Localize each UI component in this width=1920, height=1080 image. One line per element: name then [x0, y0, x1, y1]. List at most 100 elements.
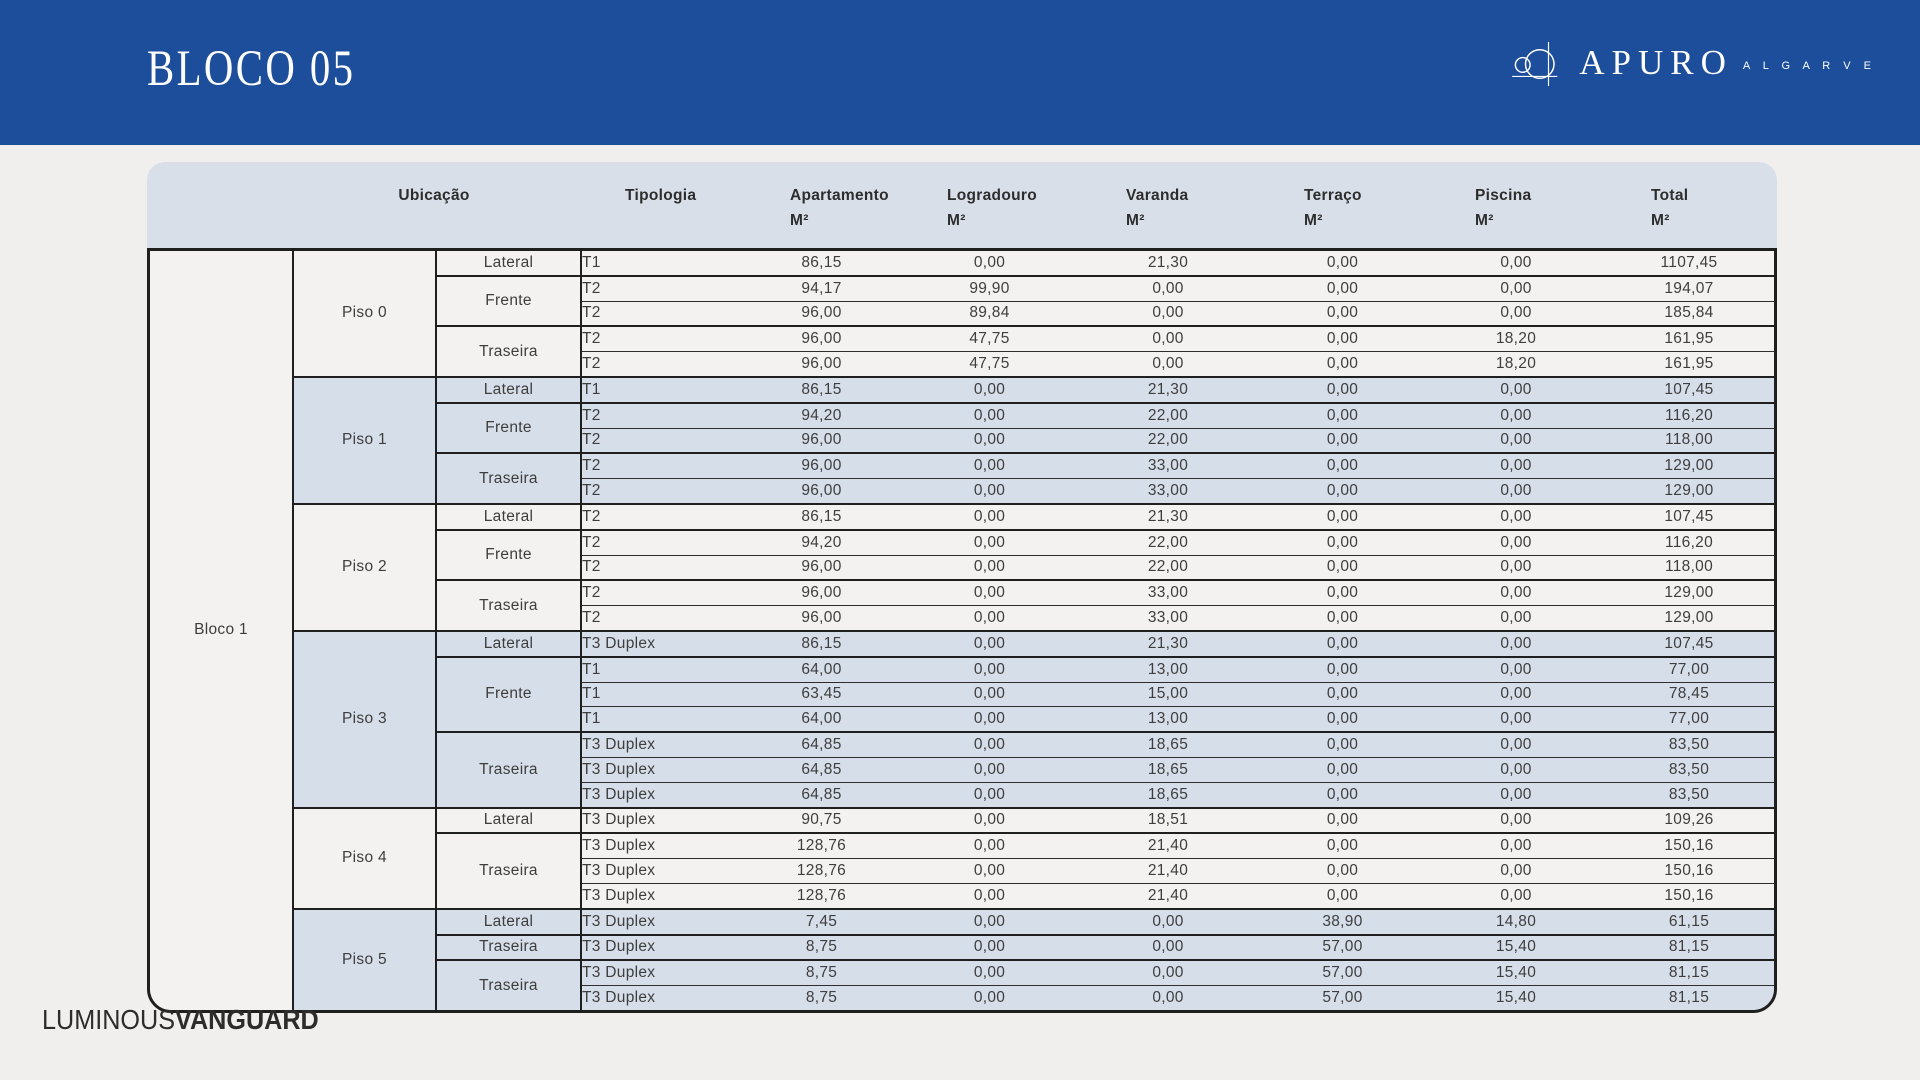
- value-cell-apartamento: 128,76: [743, 858, 900, 884]
- value-cell-logradouro: 0,00: [900, 401, 1079, 429]
- value-cell-terraço: 0,00: [1257, 781, 1428, 808]
- value-cell-terraço: 0,00: [1257, 554, 1428, 581]
- value-cell-varanda: 22,00: [1079, 427, 1257, 454]
- position-cell: Lateral: [436, 806, 582, 834]
- table-row: T3 Duplex 64,85 0,00 18,65 0,00 0,00 83,50: [150, 781, 1774, 808]
- value-cell-varanda: 0,00: [1079, 933, 1257, 961]
- table-row: Piso 4 Lateral T3 Duplex 90,75 0,00 18,51 0,00…: [150, 806, 1774, 909]
- value-cell-terraço: 0,00: [1257, 528, 1428, 556]
- tipologia-cell: T3 Duplex: [581, 882, 743, 909]
- tipologia-cell: T2: [581, 300, 743, 327]
- column-header-unit: M²: [1651, 212, 1670, 229]
- value-cell-varanda: 22,00: [1079, 401, 1257, 429]
- table-row: Frente T2 94,17 99,90 0,00 0,00 0,00 194,07: [150, 274, 1774, 327]
- piso-cell: Piso 5: [293, 907, 437, 1010]
- value-cell-logradouro: 0,00: [900, 882, 1079, 909]
- value-cell-apartamento: 8,75: [743, 959, 900, 986]
- table-row: Traseira T3 Duplex 64,85 0,00 18,65 0,00 0,00 8…: [150, 731, 1774, 808]
- value-cell-terraço: 0,00: [1257, 756, 1428, 783]
- value-cell-total: 78,45: [1604, 681, 1774, 707]
- value-cell-varanda: 0,00: [1079, 325, 1257, 352]
- value-cell-piscina: 0,00: [1428, 554, 1604, 581]
- value-cell-logradouro: 0,00: [900, 251, 1079, 276]
- tipologia-cell: T1: [581, 706, 743, 733]
- value-cell-logradouro: 0,00: [900, 375, 1079, 403]
- value-cell-terraço: 0,00: [1257, 478, 1428, 504]
- position-cell: Lateral: [436, 629, 582, 657]
- value-cell-logradouro: 0,00: [900, 528, 1079, 556]
- value-cell-logradouro: 47,75: [900, 351, 1079, 377]
- tipologia-cell: T2: [581, 452, 743, 479]
- value-cell-total: 194,07: [1604, 274, 1774, 302]
- value-cell-piscina: 0,00: [1428, 375, 1604, 403]
- piso-cell: Piso 2: [293, 502, 437, 631]
- value-cell-varanda: 21,30: [1079, 502, 1257, 530]
- table-row: Traseira T3 Duplex 8,75 0,00 0,00 57,00 15,40 8…: [150, 933, 1774, 961]
- value-cell-varanda: 0,00: [1079, 351, 1257, 377]
- value-cell-apartamento: 96,00: [743, 605, 900, 631]
- value-cell-apartamento: 63,45: [743, 681, 900, 707]
- value-cell-terraço: 0,00: [1257, 351, 1428, 377]
- value-cell-logradouro: 0,00: [900, 706, 1079, 733]
- value-cell-logradouro: 0,00: [900, 756, 1079, 783]
- column-header-apartamento: Apartamento M²: [740, 187, 897, 248]
- value-cell-terraço: 0,00: [1257, 251, 1428, 276]
- value-cell-total: 81,15: [1604, 985, 1774, 1010]
- value-cell-apartamento: 64,00: [743, 655, 900, 683]
- value-cell-varanda: 21,40: [1079, 832, 1257, 859]
- column-header-label: Varanda: [1126, 187, 1189, 204]
- value-cell-piscina: 0,00: [1428, 706, 1604, 733]
- value-cell-varanda: 18,51: [1079, 806, 1257, 834]
- position-cell: Traseira: [436, 959, 582, 1010]
- value-cell-total: 81,15: [1604, 933, 1774, 961]
- table-row: T2 96,00 89,84 0,00 0,00 0,00 185,84: [150, 300, 1774, 327]
- value-cell-piscina: 15,40: [1428, 959, 1604, 986]
- value-cell-total: 77,00: [1604, 706, 1774, 733]
- column-header-logradouro: Logradouro M²: [897, 187, 1076, 248]
- value-cell-piscina: 0,00: [1428, 452, 1604, 479]
- tipologia-cell: T3 Duplex: [581, 629, 743, 657]
- position-cell: Frente: [436, 528, 582, 581]
- value-cell-piscina: 0,00: [1428, 629, 1604, 657]
- tipologia-cell: T2: [581, 579, 743, 606]
- value-cell-terraço: 0,00: [1257, 706, 1428, 733]
- value-cell-terraço: 0,00: [1257, 375, 1428, 403]
- value-cell-logradouro: 0,00: [900, 832, 1079, 859]
- value-cell-apartamento: 96,00: [743, 427, 900, 454]
- table-row: Frente T2 94,20 0,00 22,00 0,00 0,00 116,20: [150, 528, 1774, 581]
- position-cell: Traseira: [436, 452, 582, 504]
- value-cell-logradouro: 0,00: [900, 655, 1079, 683]
- tipologia-cell: T2: [581, 325, 743, 352]
- value-cell-logradouro: 0,00: [900, 554, 1079, 581]
- table-body: Bloco 1 Piso 0 Lateral T1 86,15 0,00 21,30 0,00…: [147, 248, 1777, 1013]
- tipologia-cell: T3 Duplex: [581, 907, 743, 935]
- value-cell-total: 150,16: [1604, 882, 1774, 909]
- value-cell-varanda: 18,65: [1079, 756, 1257, 783]
- value-cell-apartamento: 86,15: [743, 502, 900, 530]
- value-cell-total: 107,45: [1604, 502, 1774, 530]
- table-row: T3 Duplex 64,85 0,00 18,65 0,00 0,00 83,50: [150, 756, 1774, 783]
- value-cell-terraço: 0,00: [1257, 605, 1428, 631]
- value-cell-apartamento: 8,75: [743, 933, 900, 961]
- value-cell-terraço: 0,00: [1257, 300, 1428, 327]
- column-header-unit: M²: [790, 212, 809, 229]
- value-cell-piscina: 0,00: [1428, 251, 1604, 276]
- position-cell: Lateral: [436, 502, 582, 530]
- value-cell-piscina: 15,40: [1428, 985, 1604, 1010]
- value-cell-total: 150,16: [1604, 832, 1774, 859]
- value-cell-terraço: 0,00: [1257, 629, 1428, 657]
- apuro-logo-icon: [1511, 41, 1563, 87]
- footer-brand-bold: VANGUARD: [175, 1004, 319, 1035]
- table-row: T3 Duplex 8,75 0,00 0,00 57,00 15,40 81,15: [150, 985, 1774, 1010]
- column-header-unit: M²: [1126, 212, 1145, 229]
- tipologia-cell: T2: [581, 554, 743, 581]
- value-cell-varanda: 21,30: [1079, 629, 1257, 657]
- value-cell-apartamento: 96,00: [743, 554, 900, 581]
- value-cell-apartamento: 64,00: [743, 706, 900, 733]
- column-header-piscina: Piscina M²: [1425, 187, 1601, 248]
- value-cell-logradouro: 0,00: [900, 985, 1079, 1010]
- position-cell: Lateral: [436, 907, 582, 935]
- piso-cell: Piso 4: [293, 806, 437, 909]
- table-row: Traseira T2 96,00 0,00 33,00 0,00 0,00 129,00: [150, 452, 1774, 504]
- brand-logo: APURO A L G A R V E: [1511, 38, 1876, 90]
